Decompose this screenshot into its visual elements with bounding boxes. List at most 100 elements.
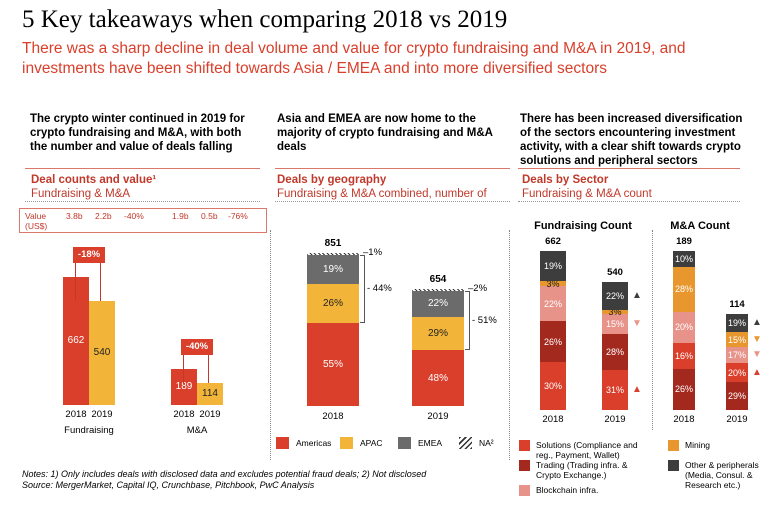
- year-label: 2019: [726, 414, 748, 425]
- stack-segment-solutions: 16%: [673, 343, 695, 369]
- legend-swatch: [668, 440, 679, 451]
- page-title: 5 Key takeaways when comparing 2018 vs 2…: [22, 6, 508, 33]
- bar-value-label: 662: [67, 335, 85, 347]
- divider: [275, 168, 510, 169]
- legend-swatch: [519, 485, 530, 496]
- bar-value-label: 114: [202, 387, 218, 399]
- year-label: 2019: [604, 414, 626, 425]
- page-subtitle: There was a sharp decline in deal volume…: [22, 40, 686, 77]
- stack-segment-APAC: 29%: [412, 316, 464, 351]
- stack-segment-NA²: [307, 253, 359, 255]
- stack-segment-trading: 28%: [602, 333, 628, 370]
- section-subtitle: Fundraising & M&A count: [522, 188, 652, 200]
- stack-segment-blockchain: 17%: [726, 346, 748, 364]
- bar-Fundraising-2018: [63, 277, 89, 405]
- change-badge: -40%: [181, 338, 213, 355]
- total-label: 540: [607, 266, 623, 278]
- section-title: Deals by Sector: [522, 174, 609, 186]
- divider: [518, 168, 740, 169]
- legend-label: EMEA: [418, 438, 443, 448]
- stack-segment-solutions: 30%: [540, 362, 566, 410]
- share-label: - 51%: [472, 314, 497, 326]
- col3-heading: There has been increased diversification…: [520, 113, 743, 167]
- legend-item-trading: Trading (Trading infra. & Crypto Exchang…: [519, 460, 654, 480]
- share-label: - 44%: [367, 282, 392, 294]
- value-cell: 1.9b: [172, 211, 189, 221]
- share-bracket: [465, 291, 470, 351]
- source: Source: MergerMarket, Capital IQ, Crunch…: [22, 480, 315, 490]
- bar-M&A-2018: [171, 368, 197, 405]
- total-label: 114: [729, 299, 745, 311]
- legend-label: Blockchain infra.: [536, 485, 599, 495]
- legend-item-solutions: Solutions (Compliance and reg., Payment,…: [519, 440, 654, 460]
- stack-segment-EMEA: 19%: [307, 254, 359, 284]
- na-label: –1%: [363, 247, 383, 259]
- stack-segment-trading: 26%: [540, 321, 566, 363]
- group-label: Fundraising: [64, 425, 114, 436]
- legend-swatch-NA²: [459, 437, 472, 449]
- total-label: 662: [545, 236, 561, 248]
- stack-segment-blockchain: 15%: [602, 314, 628, 334]
- col3-section: Deals by Sector Fundraising & M&A count: [522, 173, 652, 201]
- stack-segment-blockchain: 22%: [540, 286, 566, 322]
- legend-swatch-APAC: [340, 437, 353, 449]
- value-cell: 3.8b: [66, 211, 83, 221]
- year-label: 2019: [199, 409, 221, 420]
- trend-up-icon: ▲: [632, 289, 642, 301]
- divider: [275, 201, 510, 202]
- trend-up-icon: ▲: [752, 317, 762, 329]
- divider: [652, 230, 653, 430]
- legend-label: APAC: [360, 438, 383, 448]
- stack-segment-trading: 26%: [673, 368, 695, 410]
- divider: [518, 201, 740, 202]
- stack-segment-other: 19%: [540, 251, 566, 282]
- divider: [25, 168, 260, 169]
- legend-label: Trading (Trading infra. & Crypto Exchang…: [536, 460, 628, 480]
- legend-swatch: [519, 440, 530, 451]
- stack-segment-trading: 29%: [726, 382, 748, 410]
- stack-segment-mining: 15%: [726, 332, 748, 347]
- bar-value-label: 189: [175, 380, 193, 392]
- stack-segment-other: 19%: [726, 314, 748, 333]
- legend-item-blockchain: Blockchain infra.: [519, 485, 654, 496]
- stack-segment-other: 22%: [602, 281, 628, 311]
- na-label: –2%: [468, 282, 488, 294]
- chart-title: M&A Count: [670, 220, 730, 232]
- value-cell: 0.5b: [201, 211, 218, 221]
- section-title: Deals by geography: [277, 174, 387, 186]
- trend-down-icon: ▼: [752, 333, 762, 345]
- stack-segment-mining: 3%: [540, 279, 566, 289]
- legend-label: Solutions (Compliance and reg., Payment,…: [536, 440, 638, 460]
- footnotes: Notes: 1) Only includes deals with discl…: [22, 469, 426, 491]
- legend-swatch-Americas: [276, 437, 289, 449]
- section-title: Deal counts and value¹: [31, 174, 157, 186]
- value-row: Value (US$) 3.8b 2.2b -40% 1.9b 0.5b -76%: [19, 208, 267, 233]
- trend-down-icon: ▼: [752, 348, 762, 360]
- section-subtitle: Fundraising & M&A: [31, 188, 131, 200]
- total-label: 851: [324, 238, 342, 250]
- stack-segment-APAC: 26%: [307, 283, 359, 323]
- stack-segment-mining: 28%: [673, 267, 695, 312]
- value-cell: -76%: [228, 211, 248, 221]
- year-label: 2018: [673, 414, 695, 425]
- stack-segment-solutions: 31%: [602, 369, 628, 410]
- legend-swatch: [519, 460, 530, 471]
- section-subtitle: Fundraising & M&A combined, number of: [277, 188, 487, 200]
- stack-segment-Americas: 48%: [412, 350, 464, 406]
- change-badge: -18%: [73, 247, 105, 264]
- legend-item-mining: Mining: [668, 440, 768, 451]
- value-cell: 2.2b: [95, 211, 112, 221]
- trend-down-icon: ▼: [632, 317, 642, 329]
- bar-M&A-2019: [197, 382, 223, 405]
- col2-section: Deals by geography Fundraising & M&A comb…: [277, 173, 487, 201]
- total-label: 654: [429, 273, 447, 285]
- legend-swatch: [668, 460, 679, 471]
- stack-segment-Americas: 55%: [307, 322, 359, 406]
- col1-heading: The crypto winter continued in 2019 for …: [30, 113, 245, 153]
- group-label: M&A: [186, 425, 208, 436]
- stack-segment-solutions: 20%: [726, 363, 748, 383]
- col1-section: Deal counts and value¹ Fundraising & M&A: [31, 173, 156, 201]
- year-label: 2018: [322, 411, 344, 422]
- legend-label: NA²: [479, 438, 494, 448]
- year-label: 2019: [427, 411, 449, 422]
